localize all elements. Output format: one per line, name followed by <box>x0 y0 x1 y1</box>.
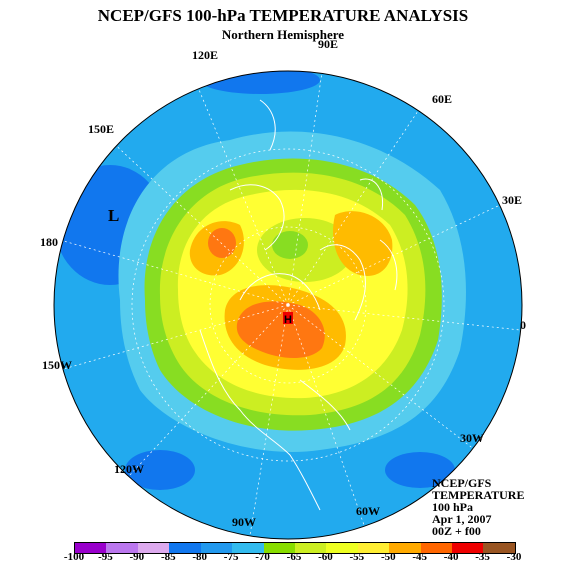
color-legend-swatch <box>483 543 515 553</box>
info-date: Apr 1, 2007 <box>432 512 492 526</box>
color-legend-label: -35 <box>475 551 490 563</box>
color-legend-label: -50 <box>380 551 396 563</box>
color-legend-swatch <box>137 543 170 553</box>
lon-label-90e: 90E <box>318 37 339 51</box>
info-time: 00Z + f00 <box>432 524 481 538</box>
color-legend-swatch <box>106 543 138 553</box>
color-legend-label: -65 <box>286 551 302 563</box>
color-legend-label: -40 <box>443 551 459 563</box>
color-legend-swatch <box>263 543 295 553</box>
lon-label-90w: 90W <box>232 515 256 529</box>
lon-label-150e: 150E <box>88 122 115 136</box>
color-legend-label: -45 <box>412 551 428 563</box>
coastlines <box>199 99 398 511</box>
lon-label-60w: 60W <box>356 504 380 518</box>
color-legend-swatch <box>200 543 233 553</box>
lon-label-150w: 150W <box>42 358 72 372</box>
color-legend-swatch <box>389 543 421 553</box>
lon-label-60e: 60E <box>432 92 453 106</box>
color-legend-label: -75 <box>223 551 239 563</box>
map-border <box>53 70 523 540</box>
color-legend-swatch <box>169 543 201 553</box>
info-field: TEMPERATURE <box>432 488 525 502</box>
cold-patch-south <box>125 450 195 490</box>
color-legend-label: -70 <box>255 551 270 563</box>
color-legend-label: -85 <box>160 551 176 563</box>
cold-patch-north <box>200 71 320 94</box>
map-title: NCEP/GFS 100-hPa TEMPERATURE ANALYSIS <box>97 6 469 25</box>
color-legend-label: -60 <box>318 551 333 563</box>
lon-label-30w: 30W <box>460 431 484 445</box>
info-box: NCEP/GFS TEMPERATURE 100 hPa Apr 1, 2007… <box>432 477 524 537</box>
info-model: NCEP/GFS <box>432 476 492 490</box>
graticule <box>59 71 521 536</box>
warm-core-west <box>208 228 236 258</box>
color-legend-swatch <box>294 543 327 553</box>
color-legend-swatch <box>75 543 107 553</box>
color-legend-label: -55 <box>349 551 365 563</box>
map-subtitle: Northern Hemisphere <box>221 27 345 42</box>
lon-label-0: 0 <box>520 318 526 332</box>
lon-label-30e: 30E <box>502 193 523 207</box>
color-legend-label: -90 <box>129 551 145 563</box>
cold-patch-southeast <box>385 452 455 488</box>
color-legend-swatch <box>232 543 264 553</box>
color-legend-label: -80 <box>192 551 208 563</box>
inner-green-core <box>272 231 308 259</box>
color-legend-swatch <box>420 543 453 553</box>
lon-label-120w: 120W <box>114 462 144 476</box>
high-marker-box <box>283 312 293 324</box>
warm-core-center <box>236 301 325 358</box>
color-legend-swatch <box>326 543 358 553</box>
lon-label-120e: 120E <box>192 48 219 62</box>
color-legend-label: -100 <box>63 551 85 563</box>
lon-label-180: 180 <box>40 235 58 249</box>
info-level: 100 hPa <box>432 500 474 514</box>
color-legend-swatch <box>357 543 390 553</box>
color-legend-swatch <box>452 543 484 553</box>
high-marker: H <box>284 314 292 326</box>
color-legend-label: -95 <box>98 551 113 563</box>
low-pressure-marker: L <box>108 206 120 225</box>
warm-region-east <box>332 211 393 276</box>
color-legend-label: -30 <box>506 551 522 563</box>
color-legend <box>74 542 516 554</box>
